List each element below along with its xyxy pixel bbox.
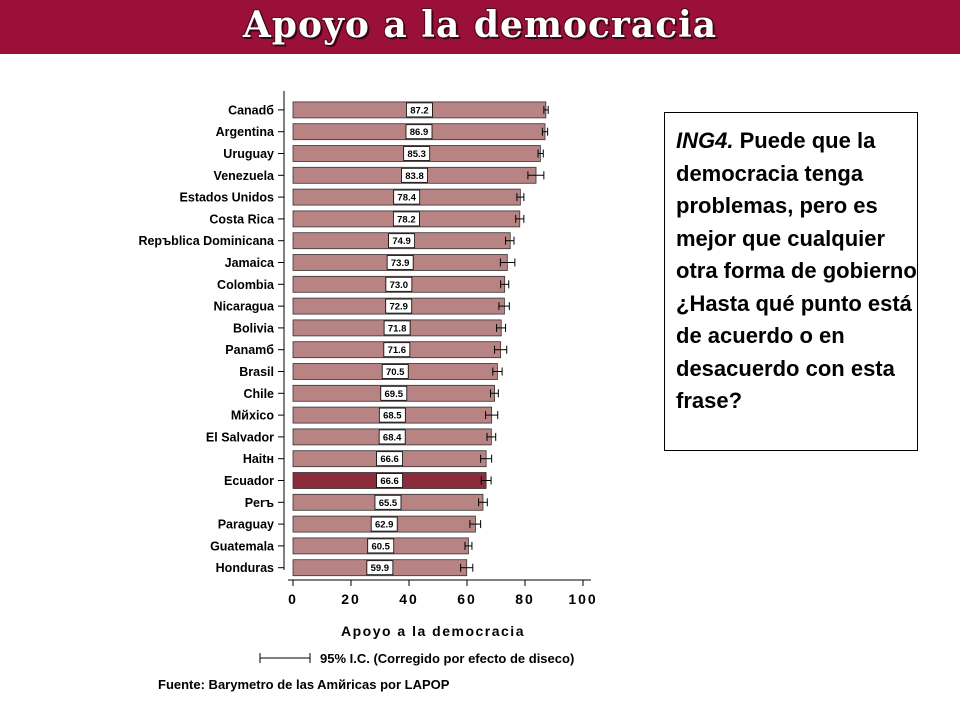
value-label: 66.6 (380, 476, 399, 487)
title-bar: Apoyo a la democracia (0, 0, 960, 54)
value-label: 60.5 (371, 541, 390, 552)
value-label-box (378, 429, 406, 445)
x-tick-label: 100 (568, 591, 597, 607)
x-tick-label: 40 (399, 591, 419, 607)
category-label: Bolivia (233, 321, 275, 335)
x-tick-label: 20 (341, 591, 361, 607)
category-label: El Salvador (206, 430, 274, 444)
value-label: 59.9 (371, 563, 390, 574)
value-label-box (374, 494, 402, 510)
value-label-box (381, 364, 409, 379)
value-label-box (366, 560, 394, 576)
value-label: 83.8 (405, 171, 424, 182)
value-label-box (385, 276, 413, 292)
category-label: Honduras (216, 561, 274, 575)
value-label: 71.8 (388, 323, 407, 334)
legend-label: 95% I.C. (Corregido por efecto de diseco… (320, 651, 574, 666)
value-label: 68.4 (383, 432, 402, 443)
value-label-box (403, 146, 431, 161)
category-label: Argentina (216, 125, 275, 139)
value-label: 86.9 (410, 127, 429, 138)
value-label: 72.9 (389, 302, 408, 313)
value-label: 85.3 (407, 149, 426, 160)
value-label-box (386, 255, 414, 270)
value-label-box (383, 342, 411, 358)
category-label: Panamб (225, 343, 274, 357)
value-label-box (392, 211, 420, 227)
category-label: Colombia (217, 278, 275, 292)
category-label: Nicaragua (214, 300, 275, 314)
category-label: Venezuela (214, 169, 275, 183)
x-tick-label: 80 (515, 591, 535, 607)
value-label: 87.2 (410, 105, 429, 116)
x-tick-label: 0 (288, 591, 298, 607)
category-label: Estados Unidos (180, 191, 275, 205)
x-axis-title: Apoyo a la democracia (341, 623, 525, 639)
category-label: Canadб (228, 103, 274, 117)
category-label: Costa Rica (209, 212, 275, 226)
category-label: Repъblica Dominicana (138, 234, 275, 248)
value-label: 73.9 (391, 258, 410, 269)
value-label: 70.5 (386, 367, 405, 378)
question-box: ING4. Puede que la democracia tenga prob… (664, 112, 918, 451)
value-label: 78.2 (397, 214, 416, 225)
value-label-box (401, 167, 428, 183)
value-label-box (388, 233, 416, 249)
value-label: 71.6 (388, 345, 407, 356)
question-text: Puede que la democracia tenga problemas,… (676, 128, 917, 413)
category-label: Brasil (239, 365, 274, 379)
category-label: Guatemala (210, 539, 275, 553)
category-label: Uruguay (223, 147, 274, 161)
value-label: 68.5 (383, 411, 402, 422)
page-title: Apoyo a la democracia (242, 4, 718, 46)
value-label-box (405, 124, 433, 140)
category-label: Mйxico (231, 409, 274, 423)
value-label-box (370, 516, 398, 532)
bar-chart: Canadб 87.2 Argentina 86.9 Uruguay 85.3 Venezu… (138, 91, 597, 666)
x-tick-label: 60 (457, 591, 477, 607)
value-label-box (385, 298, 413, 314)
value-label: 74.9 (392, 236, 411, 247)
value-label-box (376, 473, 403, 488)
value-label-box (380, 385, 408, 401)
value-label: 69.5 (385, 389, 404, 400)
category-label: Jamaica (225, 256, 275, 270)
value-label-box (383, 320, 411, 336)
question-code: ING4. (676, 128, 734, 153)
value-label: 78.4 (397, 193, 416, 204)
category-label: Ecuador (224, 474, 274, 488)
category-label: Chile (243, 387, 274, 401)
category-label: Perъ (245, 496, 274, 510)
value-label: 65.5 (379, 498, 398, 509)
value-label-box (367, 538, 395, 554)
value-label: 62.9 (375, 520, 394, 531)
value-label-box (406, 102, 433, 118)
category-label: Paraguay (218, 518, 274, 532)
value-label-box (393, 189, 421, 205)
value-label-box (376, 451, 403, 467)
source-note: Fuente: Barymetro de las Amйricas por LA… (158, 677, 450, 692)
value-label: 73.0 (390, 280, 409, 291)
value-label: 66.6 (380, 454, 399, 465)
category-label: Haitн (243, 452, 274, 466)
value-label-box (378, 407, 406, 423)
